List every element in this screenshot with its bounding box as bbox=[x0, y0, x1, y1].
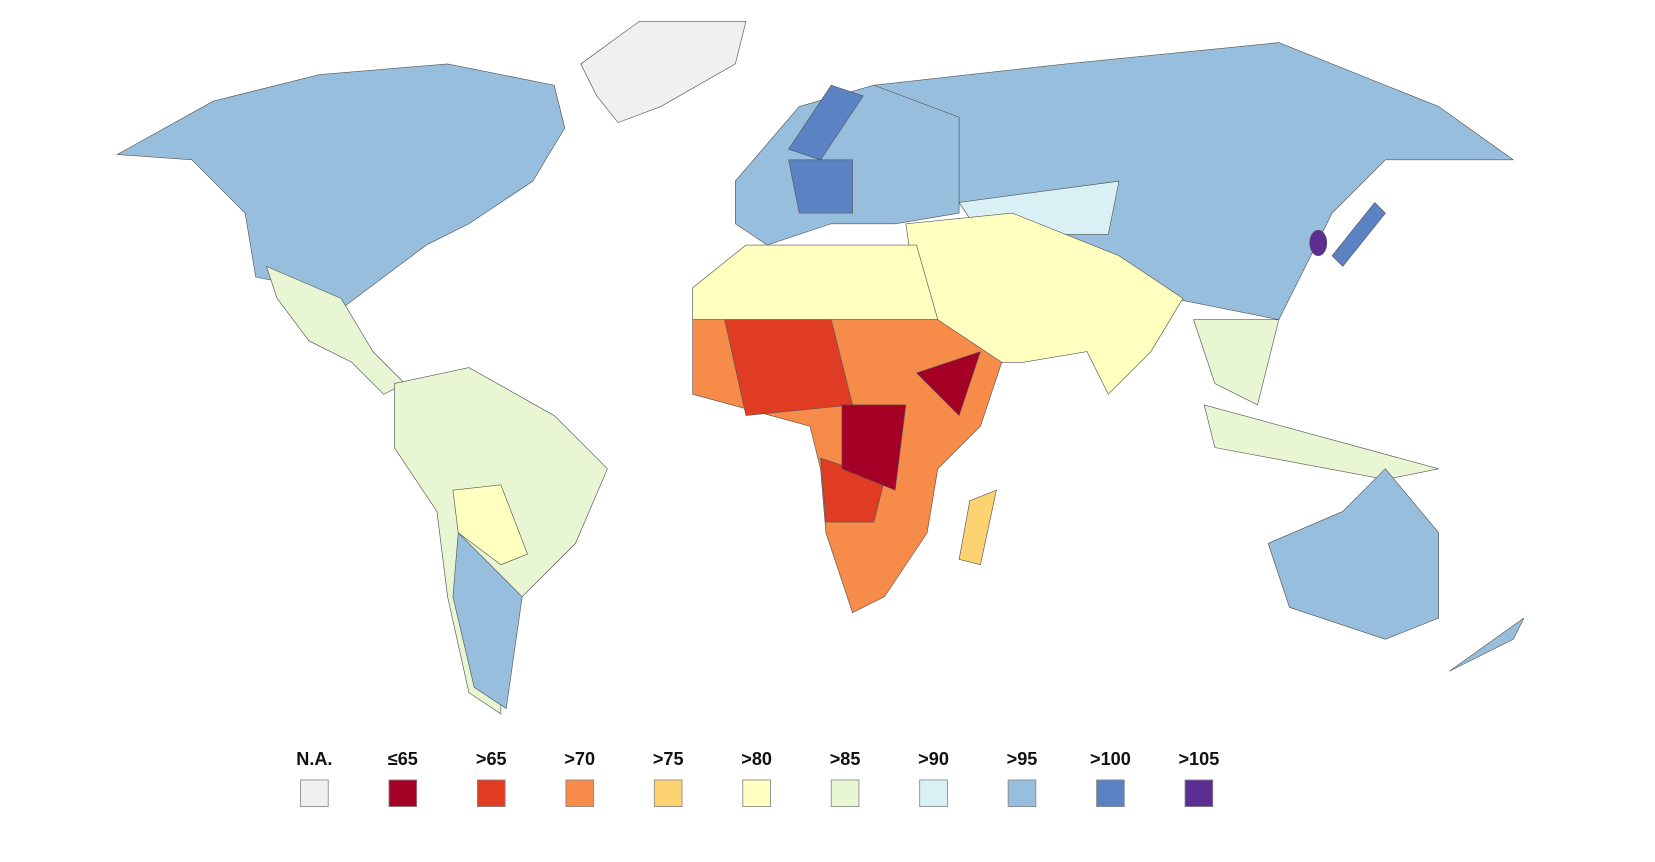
legend-label: >85 bbox=[830, 749, 861, 769]
australia bbox=[1267, 468, 1439, 640]
legend-swatch bbox=[1184, 779, 1214, 808]
legend-swatch bbox=[919, 779, 948, 808]
legend-swatch bbox=[1007, 779, 1037, 808]
legend-swatch bbox=[653, 779, 683, 808]
legend-label: >90 bbox=[918, 749, 949, 769]
map-regions bbox=[116, 20, 1525, 715]
korea bbox=[1309, 229, 1328, 257]
ethiopia bbox=[915, 351, 981, 417]
west-africa bbox=[724, 319, 853, 416]
legend-label: >95 bbox=[1007, 749, 1038, 769]
greenland bbox=[580, 20, 747, 123]
legend-label: >65 bbox=[476, 749, 507, 769]
legend-label: >80 bbox=[741, 749, 772, 769]
legend-swatch bbox=[388, 779, 418, 808]
bolivia-paraguay bbox=[452, 484, 528, 566]
legend-label: ≤65 bbox=[388, 749, 418, 769]
legend-label: N.A. bbox=[296, 749, 332, 769]
legend-swatch bbox=[742, 779, 771, 808]
legend-label: >75 bbox=[653, 749, 684, 769]
north-america bbox=[116, 63, 566, 310]
southern-cone bbox=[452, 532, 523, 710]
legend-swatch bbox=[300, 779, 329, 808]
legend: N.A. ≤65 >65 >70 >75 >80 >85 >90 >95 >100 >105 bbox=[296, 749, 1219, 808]
central-america bbox=[265, 265, 406, 395]
new-zealand bbox=[1449, 617, 1525, 672]
japan bbox=[1331, 201, 1386, 267]
legend-swatch bbox=[1096, 779, 1125, 808]
north-africa bbox=[692, 244, 939, 320]
madagascar bbox=[958, 489, 997, 566]
legend-label: >105 bbox=[1178, 749, 1219, 769]
indonesia bbox=[1203, 404, 1439, 480]
southeast-asia bbox=[1193, 319, 1280, 406]
legend-label: >100 bbox=[1090, 749, 1131, 769]
legend-swatch bbox=[476, 779, 506, 808]
legend-swatch bbox=[830, 779, 860, 808]
scandinavia bbox=[788, 84, 864, 161]
congo bbox=[841, 404, 907, 491]
legend-label: >70 bbox=[564, 749, 595, 769]
legend-swatch bbox=[565, 779, 595, 808]
central-europe bbox=[788, 159, 853, 214]
